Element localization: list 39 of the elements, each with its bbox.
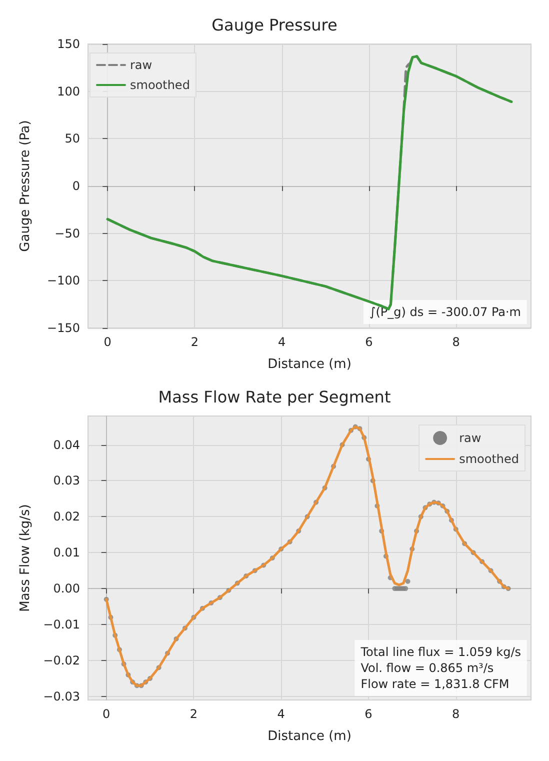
y-tick-label: 0.02	[53, 510, 80, 524]
x-tick-label: 6	[364, 707, 372, 721]
x-tick-label: 4	[278, 335, 286, 349]
x-tick-label: 8	[452, 335, 460, 349]
x-tick-label: 4	[277, 707, 285, 721]
annotation: ∫(P_g) ds = -300.07 Pa·m	[369, 305, 522, 319]
chart-title: Mass Flow Rate per Segment	[158, 388, 391, 406]
x-axis-title: Distance (m)	[268, 729, 352, 744]
y-tick-label: −0.02	[43, 653, 80, 668]
y-tick-label: 50	[64, 132, 80, 146]
legend-label: raw	[130, 58, 152, 72]
chart-title: Gauge Pressure	[212, 16, 338, 34]
y-tick-label: 150	[57, 37, 80, 51]
y-tick-label: 0.03	[53, 474, 80, 488]
x-axis-title: Distance (m)	[268, 357, 352, 372]
x-tick-label: 6	[365, 335, 373, 349]
annotation: Total line flux = 1.059 kg/s	[360, 645, 522, 659]
annotation: Vol. flow = 0.865 m³/s	[360, 661, 494, 675]
y-tick-label: −100	[47, 274, 80, 288]
x-tick-label: 0	[102, 707, 110, 721]
y-tick-label: 0.04	[53, 438, 80, 452]
y-axis-title: Gauge Pressure (Pa)	[18, 120, 33, 252]
y-tick-label: −50	[54, 226, 80, 240]
y-tick-label: −0.03	[43, 689, 80, 704]
x-tick-label: 2	[190, 707, 198, 721]
y-tick-label: 100	[57, 84, 80, 98]
y-tick-label: 0	[72, 179, 80, 193]
x-tick-label: 0	[104, 335, 112, 349]
x-tick-label: 8	[452, 707, 460, 721]
legend-label: raw	[459, 431, 482, 445]
legend-label: smoothed	[130, 78, 190, 92]
y-tick-label: −0.01	[43, 618, 80, 632]
legend-label: smoothed	[459, 452, 519, 466]
y-axis-title: Mass Flow (kg/s)	[18, 504, 33, 612]
y-tick-label: 0.00	[53, 582, 80, 596]
x-tick-label: 2	[190, 335, 199, 349]
y-tick-label: −150	[47, 321, 80, 335]
annotation: Flow rate = 1,831.8 CFM	[360, 677, 510, 691]
y-tick-label: 0.01	[53, 546, 80, 560]
